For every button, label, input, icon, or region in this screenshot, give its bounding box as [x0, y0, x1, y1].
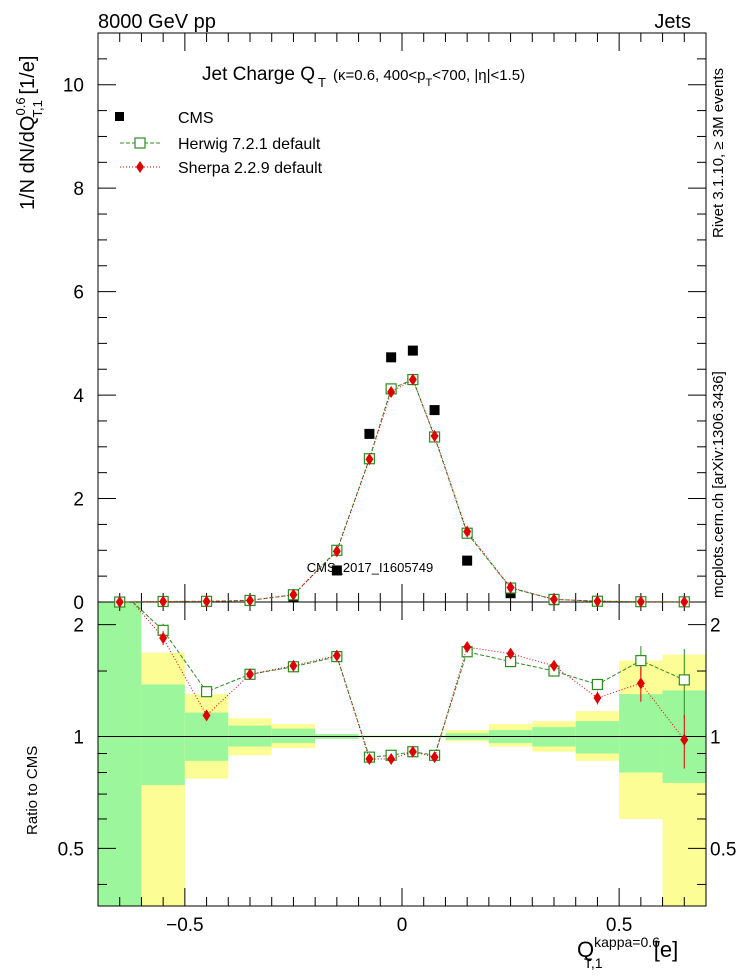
sherpa-ratio-point	[246, 668, 254, 681]
sherpa-main-point	[636, 595, 645, 608]
ratio-x-tick-label: −0.5	[166, 915, 204, 936]
sherpa-main-point	[365, 453, 374, 466]
x-label-unit: [e]	[648, 937, 679, 962]
sherpa-main-point	[202, 595, 211, 608]
ratio-y-tick-label-right: 0.5	[710, 839, 736, 860]
title-conditions-end: <700, |η|<1.5)	[432, 67, 525, 84]
legend-sherpa-label: Sherpa 2.2.9 default	[178, 160, 323, 177]
ratio-y-tick-label-right: 1	[710, 727, 721, 748]
title-conditions: (κ=0.6, 400<p	[333, 67, 426, 84]
title-pt-subscript: T	[426, 77, 433, 89]
x-axis-label: Qkappa=0.6 T,1 [e]	[577, 934, 678, 971]
ratio-y-tick-label: 2	[73, 616, 84, 637]
sherpa-ratio-point	[593, 691, 602, 704]
sherpa-ratio-point	[636, 677, 645, 690]
herwig-ratio-line-offscale	[132, 601, 164, 631]
sherpa-ratio-point	[387, 752, 396, 765]
ratio-stat-uncertainty-band	[271, 728, 316, 744]
ratio-y-tick-label: 0.5	[58, 839, 84, 860]
sherpa-ratio-line-offscale	[132, 601, 164, 639]
cms-main-point	[386, 352, 397, 363]
cms-main-point	[331, 565, 342, 576]
sherpa-ratio-point	[430, 751, 439, 764]
legend-herwig-label: Herwig 7.2.1 default	[178, 136, 321, 153]
legend-sherpa-marker	[136, 161, 144, 173]
main-y-tick-label: 10	[63, 76, 84, 97]
herwig-ratio-point	[591, 678, 604, 691]
sherpa-ratio-point	[408, 745, 417, 758]
cms-main-point	[462, 555, 473, 566]
legend: CMS Herwig 7.2.1 default Sherpa 2.2.9 de…	[115, 110, 323, 177]
sherpa-ratio-point	[463, 641, 472, 654]
sherpa-ratio-point	[332, 649, 341, 662]
cms-main-point	[429, 405, 440, 416]
title-main: Jet Charge Q	[202, 64, 315, 85]
sherpa-ratio-point	[365, 752, 374, 765]
ratio-y-tick-label: 1	[73, 727, 84, 748]
sherpa-main-point	[387, 385, 396, 398]
sherpa-main-point	[115, 596, 124, 608]
sherpa-main-point	[289, 588, 298, 601]
title-subscript: T	[318, 75, 326, 90]
ratio-axis-ticks: 0.5 0.5 1 1 2 2 −0.5 0 0.5	[58, 602, 736, 936]
x-label-superscript: kappa=0.6	[594, 934, 660, 950]
main-series-layer	[114, 345, 690, 608]
main-axis-ticks: 0 2 4 6 8 10	[63, 32, 707, 614]
ratio-y-tick-label-right: 2	[710, 616, 721, 637]
y-label-base: 1/N dN/dQ	[17, 116, 39, 210]
sherpa-ratio-point	[550, 659, 558, 672]
sherpa-main-point	[550, 593, 558, 606]
header-process: 8000 GeV pp	[98, 11, 216, 33]
sherpa-main-point	[463, 525, 472, 538]
sherpa-main-point	[408, 373, 417, 386]
header-category: Jets	[654, 11, 691, 33]
sherpa-main-point	[332, 545, 341, 558]
x-label-main: Q	[577, 937, 594, 962]
legend-cms-marker	[115, 112, 124, 121]
ratio-stat-uncertainty-band	[575, 721, 620, 754]
ratio-stat-uncertainty-band	[141, 684, 185, 786]
main-chart-title: Jet Charge Q T (κ=0.6, 400<pT<700, |η|<1.5…	[202, 64, 525, 90]
legend-herwig-marker	[134, 137, 146, 149]
main-y-axis-label: 1/N dN/dQ0.6 T,1 [1/e]	[13, 56, 45, 210]
main-y-tick-label: 0	[73, 593, 84, 614]
main-y-tick-label: 4	[73, 386, 84, 407]
main-y-tick-label: 2	[73, 490, 84, 511]
mcplots-label: mcplots.cern.ch [arXiv:1306.3436]	[710, 371, 727, 598]
ratio-x-tick-label: 0	[397, 915, 408, 936]
cms-main-point	[407, 345, 418, 356]
y-label-subscript: T,1	[30, 100, 45, 117]
x-label-subscript: T,1	[584, 955, 603, 971]
cms-main-point	[364, 428, 375, 439]
sherpa-ratio-point	[202, 709, 211, 722]
ratio-series-layer	[132, 601, 690, 769]
legend-cms-label: CMS	[178, 110, 214, 127]
sherpa-main-point	[246, 594, 254, 607]
main-y-tick-label: 8	[73, 179, 84, 200]
herwig-ratio-point	[200, 686, 213, 698]
sherpa-ratio-point	[680, 733, 689, 746]
sherpa-ratio-point	[506, 647, 515, 660]
sherpa-main-point	[593, 595, 602, 608]
sherpa-main-point	[680, 595, 689, 608]
sherpa-ratio-point	[289, 659, 298, 672]
sherpa-main-line	[119, 378, 685, 603]
sherpa-main-point	[430, 429, 439, 442]
herwig-ratio-point	[635, 654, 647, 667]
sherpa-main-point	[159, 595, 168, 608]
y-label-superscript: 0.6	[13, 97, 28, 115]
herwig-ratio-point	[678, 674, 690, 686]
ratio-stat-uncertainty-band	[619, 694, 663, 773]
ratio-x-tick-label: 0.5	[606, 915, 632, 936]
sherpa-ratio-point	[159, 632, 168, 645]
y-label-unit: [1/e]	[17, 56, 39, 100]
rivet-label: Rivet 3.1.10, ≥ 3M events	[710, 68, 727, 238]
ratio-y-axis-label: Ratio to CMS	[24, 746, 41, 835]
sherpa-main-point	[506, 581, 515, 594]
main-y-tick-label: 6	[73, 283, 84, 304]
